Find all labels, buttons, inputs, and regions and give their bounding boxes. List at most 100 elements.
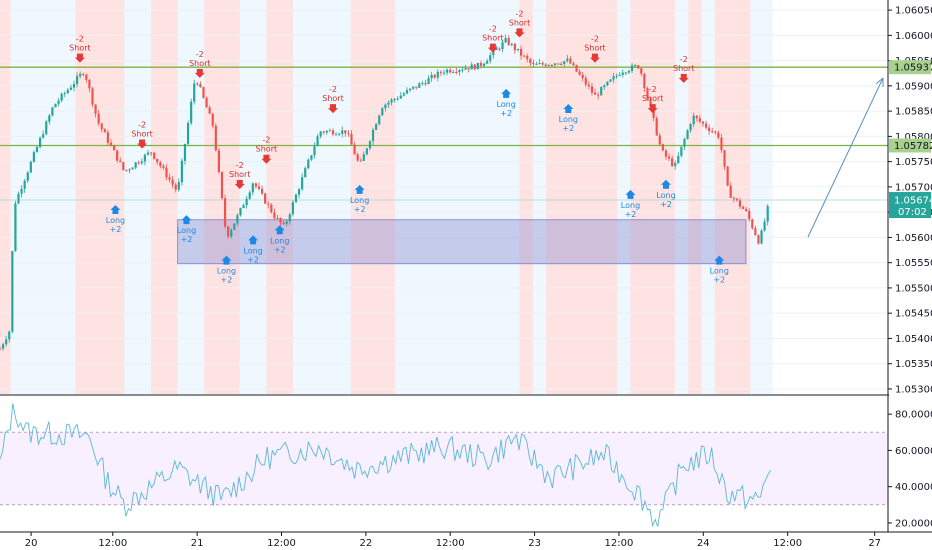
candle-body	[421, 83, 424, 85]
arrow-up-icon	[110, 205, 121, 215]
candle-body	[526, 55, 529, 60]
signal-qty: -2	[76, 35, 84, 44]
candle-body	[507, 38, 510, 45]
candle-body	[667, 156, 671, 159]
candle-body	[368, 141, 372, 149]
arrow-down-icon	[328, 104, 338, 114]
candle-body	[720, 137, 723, 151]
candle-body	[168, 177, 171, 180]
candle-body	[316, 136, 319, 147]
session-band	[75, 0, 125, 394]
long-signal: Long+2	[496, 88, 516, 118]
projection-arrow[interactable]	[807, 77, 884, 238]
candle-body	[227, 226, 230, 237]
signal-label: Long	[559, 115, 578, 124]
candle-body	[54, 103, 57, 108]
price-tick-label: 1.05800	[895, 132, 932, 143]
candle-body	[624, 72, 627, 74]
candle-body	[482, 63, 486, 66]
candle-body	[260, 188, 264, 194]
candle-body	[732, 197, 735, 199]
candle-body	[153, 152, 156, 159]
candle-body	[600, 87, 603, 96]
candle-body	[14, 203, 17, 252]
arrow-down-icon	[137, 139, 148, 149]
candle-body	[445, 69, 449, 73]
candle-body	[495, 48, 498, 50]
price-tick-label: 1.05500	[895, 283, 932, 294]
candle-body	[593, 92, 597, 95]
price-tick-label: 1.06050	[895, 6, 932, 17]
candle-body	[48, 115, 51, 122]
long-signal: Long+2	[621, 189, 640, 219]
candle-body	[698, 118, 701, 122]
candle-body	[85, 74, 88, 80]
candle-body	[375, 124, 378, 130]
time-tick-label: 27	[868, 538, 881, 549]
candle-body	[606, 81, 609, 86]
signal-qty: -2	[515, 9, 523, 18]
candle-body	[304, 168, 307, 178]
time-tick-label: 12:00	[773, 538, 802, 549]
candle-body	[186, 123, 190, 144]
signal-label: Short	[509, 18, 530, 27]
candle-body	[276, 217, 279, 219]
signal-qty: -2	[196, 50, 204, 59]
candle-body	[405, 90, 409, 94]
candle-body	[519, 48, 523, 56]
candle-body	[766, 206, 769, 222]
candle-body	[544, 64, 547, 66]
candle-body	[523, 55, 526, 57]
candle-body	[233, 223, 236, 230]
candle-body	[640, 68, 643, 74]
candle-body	[455, 71, 458, 73]
candle-body	[165, 167, 168, 178]
signal-qty: +2	[274, 245, 286, 254]
rsi-line	[0, 403, 772, 528]
candle-body	[745, 208, 748, 211]
signal-qty: -2	[138, 121, 146, 130]
candle-body	[452, 71, 455, 73]
signal-label: Short	[189, 59, 210, 68]
session-band	[293, 0, 351, 394]
candle-body	[646, 88, 649, 98]
candle-body	[338, 133, 341, 135]
candle-body	[26, 172, 29, 181]
candle-body	[754, 228, 757, 236]
price-tick-label: 1.05350	[895, 359, 932, 370]
session-band	[546, 0, 618, 394]
signal-label: Short	[322, 94, 343, 103]
candle-body	[535, 64, 538, 66]
candle-body	[199, 84, 202, 88]
signal-qty: +2	[110, 225, 122, 234]
candle-body	[449, 69, 452, 73]
candle-body	[331, 130, 335, 135]
candle-body	[220, 172, 224, 199]
candle-body	[42, 134, 45, 138]
candle-body	[689, 124, 692, 131]
candle-body	[149, 152, 153, 154]
signal-qty: -2	[329, 85, 337, 94]
candle-body	[267, 203, 270, 205]
price-tick-label: 1.05750	[895, 157, 932, 168]
candle-body	[72, 83, 76, 88]
time-tick-label: 12:00	[436, 538, 465, 549]
time-tick-label: 12:00	[98, 538, 127, 549]
candle-body	[313, 146, 316, 156]
candle-body	[621, 72, 624, 75]
candle-body	[738, 200, 742, 207]
candle-body	[202, 87, 205, 98]
candle-body	[686, 130, 689, 139]
candle-body	[294, 194, 298, 203]
price-tick-label: 1.06000	[895, 31, 932, 42]
session-band	[0, 0, 11, 394]
candle-body	[38, 137, 42, 147]
candle-body	[680, 146, 683, 156]
candle-body	[581, 74, 584, 78]
session-band	[150, 0, 178, 394]
price-axis[interactable]	[889, 0, 932, 532]
